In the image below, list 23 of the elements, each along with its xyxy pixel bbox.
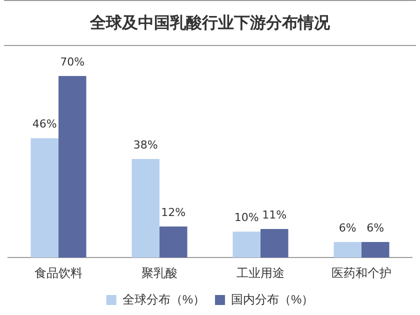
data-label: 12% xyxy=(161,206,186,219)
data-label: 6% xyxy=(338,221,356,234)
data-label: 10% xyxy=(234,211,259,224)
legend-label: 全球分布（%） xyxy=(122,292,205,306)
legend-label: 国内分布（%） xyxy=(231,292,314,306)
data-label: 11% xyxy=(262,208,287,222)
x-tick-label: 食品饮料 xyxy=(34,266,82,280)
x-tick-label: 聚乳酸 xyxy=(142,266,178,280)
x-tick-label: 工业用途 xyxy=(236,266,284,280)
data-label: 70% xyxy=(60,55,85,68)
bar xyxy=(30,138,58,258)
bar xyxy=(132,158,160,258)
bar xyxy=(232,232,260,258)
data-label: 38% xyxy=(133,138,158,152)
bar xyxy=(260,229,288,258)
x-tick-label: 医药和个护 xyxy=(332,266,392,280)
bar xyxy=(160,226,188,258)
data-label: 6% xyxy=(366,221,384,234)
data-label: 46% xyxy=(32,118,57,131)
bar xyxy=(334,242,362,258)
bar xyxy=(58,76,86,258)
bar xyxy=(362,242,390,258)
chart-title: 全球及中国乳酸行业下游分布情况 xyxy=(4,0,416,46)
